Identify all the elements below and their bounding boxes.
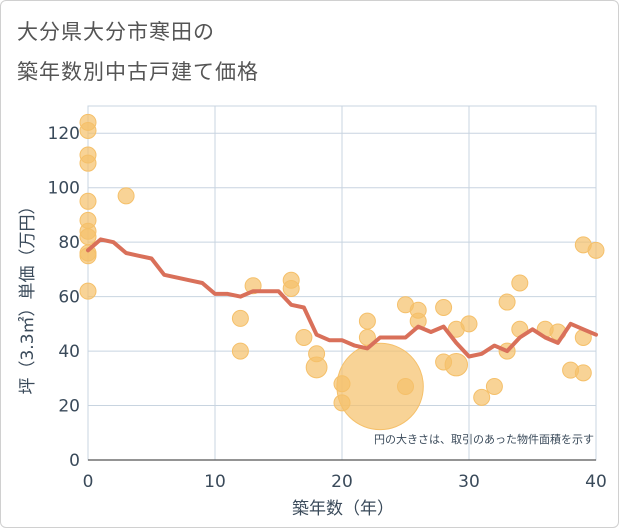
x-axis-label: 築年数（年） [292, 499, 394, 519]
data-point [282, 279, 300, 297]
data-point [460, 315, 478, 333]
data-point [498, 293, 516, 311]
y-tick-label: 0 [69, 451, 80, 471]
data-point [336, 342, 424, 431]
x-tick-label: 30 [458, 472, 480, 492]
y-tick-label: 60 [58, 288, 80, 308]
data-point [473, 388, 491, 406]
data-point [435, 299, 453, 317]
average-line [86, 237, 598, 359]
data-point [295, 328, 313, 346]
y-tick-label: 120 [48, 124, 80, 144]
x-tick-label: 20 [331, 472, 353, 492]
data-point [305, 356, 328, 379]
y-tick-label: 80 [58, 233, 80, 253]
y-axis-label: 坪（3.3㎡）単価（万円） [18, 197, 38, 394]
size-note: 円の大きさは、取引のあった物件面積を示す [374, 432, 594, 446]
data-point [397, 377, 414, 395]
y-tick-label: 100 [48, 179, 80, 199]
x-tick-label: 10 [204, 472, 226, 492]
x-tick-label: 40 [585, 472, 607, 492]
x-tick-label: 0 [83, 472, 94, 492]
data-point [79, 154, 97, 172]
chart-title-line1: 大分県大分市寒田の [17, 20, 215, 44]
data-point [485, 377, 503, 395]
data-points [79, 113, 605, 431]
data-point [79, 282, 97, 300]
data-point [444, 352, 468, 377]
data-point [79, 192, 97, 210]
data-point [511, 274, 529, 292]
data-point [574, 364, 592, 382]
data-point [231, 309, 249, 327]
y-tick-label: 40 [58, 342, 80, 362]
data-point [587, 241, 605, 259]
tick-labels: 0 10 20 30 40 0 20 40 60 80 100 120 [48, 124, 607, 492]
data-point [79, 122, 97, 140]
data-point [79, 228, 97, 246]
chart-title-line2: 築年数別中古戸建て価格 [17, 60, 259, 84]
data-point [358, 312, 376, 330]
y-tick-label: 20 [58, 397, 80, 417]
data-point [231, 342, 249, 360]
data-point [117, 187, 135, 205]
average-line-path [86, 237, 598, 359]
